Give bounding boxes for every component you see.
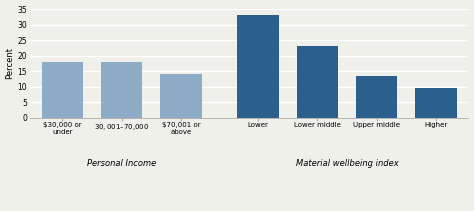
Text: Material wellbeing index: Material wellbeing index (296, 159, 398, 168)
Y-axis label: Percent: Percent (6, 47, 15, 79)
Bar (160, 74, 202, 118)
Bar (42, 62, 83, 118)
Bar (101, 62, 143, 118)
Bar (415, 88, 456, 118)
Bar (356, 76, 397, 118)
Bar (297, 46, 338, 118)
Bar (237, 15, 279, 118)
Text: Personal Income: Personal Income (87, 159, 156, 168)
